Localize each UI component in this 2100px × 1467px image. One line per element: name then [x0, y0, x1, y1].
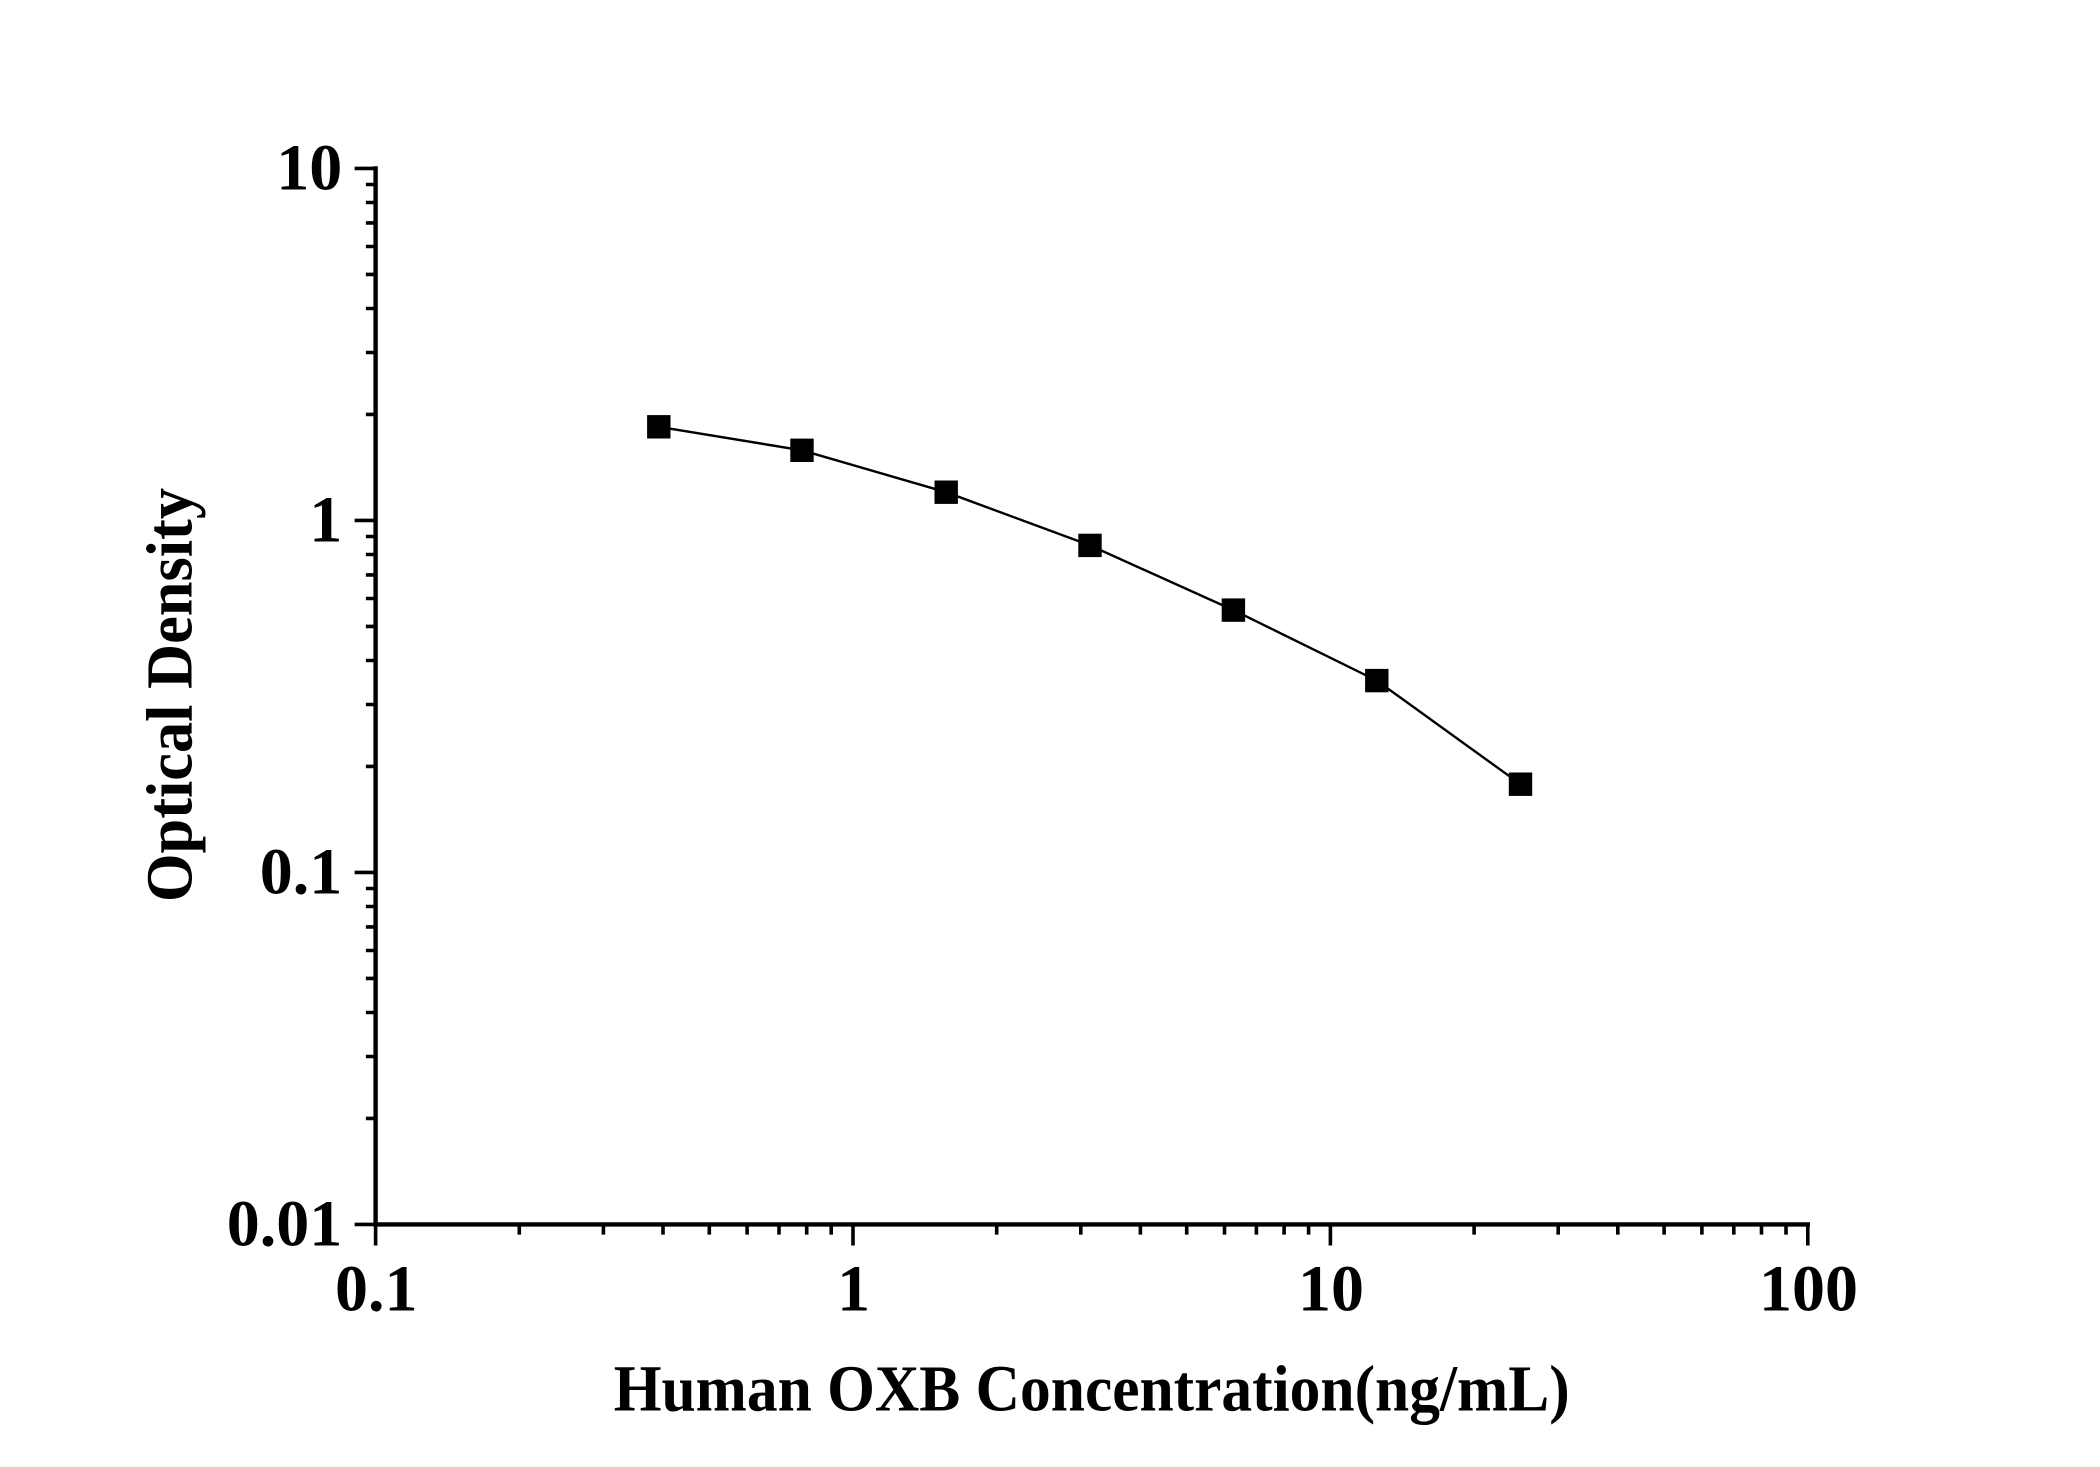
svg-text:Human OXB Concentration(ng/mL): Human OXB Concentration(ng/mL) — [614, 1352, 1570, 1425]
svg-text:100: 100 — [1759, 1252, 1858, 1325]
svg-text:0.1: 0.1 — [335, 1252, 418, 1325]
svg-text:1: 1 — [837, 1252, 870, 1325]
svg-text:0.01: 0.01 — [227, 1188, 343, 1261]
svg-text:Optical Density: Optical Density — [134, 488, 207, 902]
svg-text:0.1: 0.1 — [260, 836, 343, 909]
svg-text:1: 1 — [309, 484, 342, 557]
svg-text:10: 10 — [1298, 1252, 1364, 1325]
svg-text:10: 10 — [276, 132, 342, 205]
